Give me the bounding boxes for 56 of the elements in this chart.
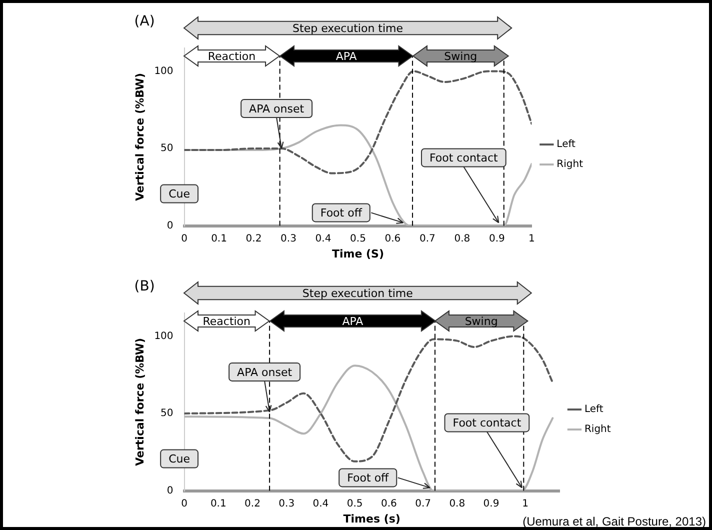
annotation: APA (342, 315, 364, 328)
annotation: Foot off (320, 206, 362, 220)
y-tick-label: 50 (160, 143, 174, 154)
x-tick-label: 0.6 (384, 233, 401, 244)
annotation: Cue (168, 188, 190, 201)
annotation: Cue (168, 452, 190, 466)
x-tick-label: 0.8 (454, 233, 470, 244)
annotation: APA onset (237, 366, 293, 379)
x-axis-title: Times (s) (343, 512, 400, 526)
x-tick-label: 0.7 (415, 498, 431, 510)
chart-title: (B) (134, 278, 155, 295)
x-tick-label: 0.5 (346, 498, 363, 510)
legend-label: Left (556, 139, 576, 150)
x-tick-label: 0.2 (246, 233, 262, 244)
annotation: Foot contact (429, 152, 499, 165)
text: Step execution time (302, 287, 414, 300)
annotation: Reaction (208, 50, 256, 63)
line-series (184, 70, 532, 174)
annotation: Swing (464, 315, 498, 328)
annotation: Foot contact (452, 416, 522, 430)
x-axis-title: Time (S) (332, 247, 384, 260)
x-tick-label: 0.6 (380, 498, 397, 510)
x-tick-label: 0.3 (280, 233, 296, 244)
x-tick-label: 0.9 (483, 498, 500, 510)
x-tick-label: 0.4 (312, 498, 329, 510)
x-tick-label: 0.5 (350, 233, 366, 244)
annotation: Reaction (203, 315, 251, 328)
y-tick-label: 0 (166, 485, 174, 496)
y-tick-label: 100 (154, 66, 174, 77)
x-tick-label: 1 (522, 498, 529, 510)
y-tick-label: 0 (166, 220, 174, 232)
annotation: APA onset (249, 102, 305, 116)
x-tick-label: 0.7 (420, 233, 436, 244)
x-tick-label: 0.1 (211, 233, 227, 244)
x-tick-label: 0.3 (278, 498, 295, 510)
annotation: Foot off (347, 472, 390, 485)
x-tick-label: 0 (181, 233, 188, 244)
x-tick-label: 0.1 (210, 498, 226, 510)
annotation: APA (336, 50, 358, 63)
y-tick-label: 100 (154, 330, 174, 342)
chart-title: (A) (134, 14, 155, 30)
y-tick-label: 50 (160, 408, 174, 420)
x-tick-label: 0.8 (449, 498, 466, 510)
legend-label: Left (584, 404, 604, 416)
x-tick-label: 1 (528, 233, 535, 244)
x-tick-label: 0.2 (244, 498, 260, 510)
y-axis-title: Vertical force (%BW) (133, 72, 146, 201)
legend-label: Right (556, 159, 584, 170)
text: Step execution time (292, 22, 404, 35)
x-tick-label: 0 (181, 498, 188, 510)
y-axis-title: Vertical force (%BW) (133, 338, 146, 466)
x-tick-label: 0.4 (315, 233, 332, 244)
x-tick-label: 0.9 (488, 233, 505, 244)
legend-label: Right (584, 424, 611, 436)
annotation: Swing (444, 50, 477, 63)
text: (Uemura et al, Gait Posture, 2013) (522, 514, 706, 528)
